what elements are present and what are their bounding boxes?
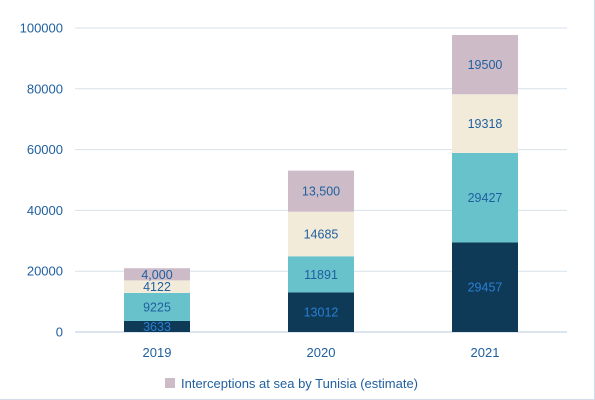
bar-segment (452, 242, 518, 332)
y-tick-label: 40000 (27, 203, 63, 218)
data-label: 19318 (468, 117, 503, 131)
bar-segment (124, 280, 190, 293)
data-label: 13012 (304, 306, 339, 320)
x-tick-label: 2019 (143, 345, 172, 360)
data-label: 4,000 (141, 268, 172, 282)
data-label: 3633 (143, 320, 171, 334)
x-tick-label: 2021 (471, 345, 500, 360)
bar-segment (124, 292, 190, 321)
bar-segment (124, 268, 190, 281)
legend: Interceptions at sea by Tunisia (estimat… (165, 374, 418, 392)
legend-swatch (165, 378, 175, 388)
bar-segment (452, 34, 518, 95)
y-tick-label: 80000 (27, 81, 63, 96)
bar-segment (124, 320, 190, 332)
data-label: 29457 (468, 281, 503, 295)
x-tick-label: 2020 (307, 345, 336, 360)
y-tick-label: 20000 (27, 264, 63, 279)
bar-segment (288, 211, 354, 257)
bar-segment (452, 152, 518, 243)
data-label: 29427 (468, 191, 503, 205)
data-label: 4122 (143, 280, 171, 294)
data-label: 19500 (468, 58, 503, 72)
y-tick-label: 0 (56, 325, 63, 340)
data-label: 13,500 (302, 185, 340, 199)
bar-segment (288, 292, 354, 332)
bar-segment (288, 170, 354, 212)
data-label: 11891 (304, 268, 338, 282)
legend-label: Interceptions at sea by Tunisia (estimat… (181, 375, 419, 391)
bar-segment (288, 256, 354, 293)
y-tick-label: 60000 (27, 142, 63, 157)
data-label: 14685 (304, 227, 339, 241)
y-tick-label: 100000 (20, 21, 63, 36)
data-label: 9225 (143, 300, 171, 314)
bar-segment (452, 94, 518, 153)
